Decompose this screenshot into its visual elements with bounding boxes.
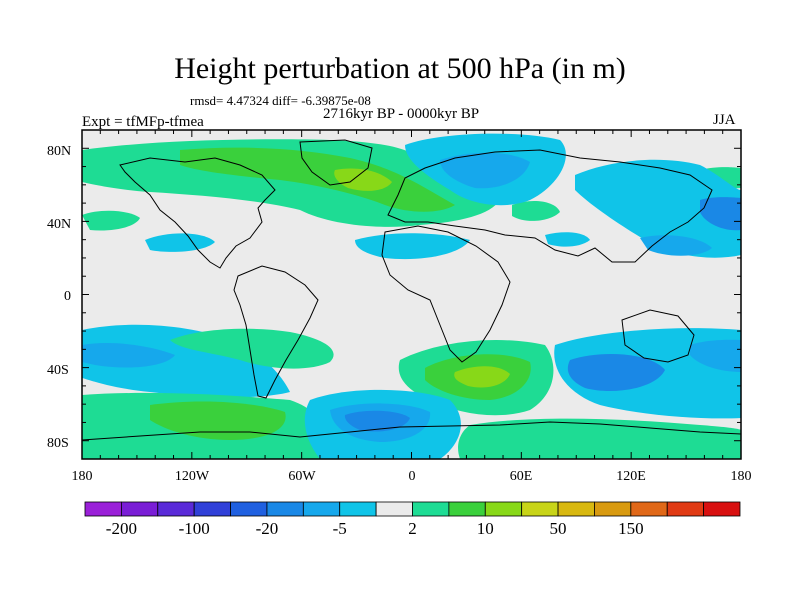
colorbar-labels: -200 -100 -20 -5 2 10 50 150 (106, 519, 644, 538)
longitude-label: 180 (72, 469, 93, 484)
colorbar-label: -5 (333, 519, 347, 538)
field-region (640, 235, 712, 256)
colorbar-swatch (302, 501, 341, 517)
field-region (180, 147, 455, 212)
height-perturbation-field (82, 130, 741, 459)
field-region (690, 339, 741, 372)
coastline-eurasia (387, 149, 713, 263)
season-label: JJA (713, 112, 736, 128)
field-region (512, 200, 560, 221)
colorbar-label: -200 (106, 519, 137, 538)
coastline-greenland (299, 139, 373, 186)
field-region (145, 233, 215, 252)
field-region (82, 210, 140, 231)
field-region (82, 324, 290, 398)
colorbar-label: 2 (408, 519, 417, 538)
colorbar-label: 150 (618, 519, 644, 538)
coastline-south-america (233, 265, 319, 399)
latitude-label: 0 (64, 289, 71, 304)
colorbar-swatch (412, 501, 450, 517)
field-region (700, 197, 741, 231)
field-region (344, 410, 410, 432)
colorbar-swatch (521, 501, 559, 517)
period-label: 2716kyr BP - 0000kyr BP (323, 106, 480, 122)
colorbar-swatch (339, 501, 377, 517)
field-region (170, 328, 334, 369)
colorbar-swatch (557, 501, 595, 517)
colorbar-swatch (230, 501, 268, 517)
field-region (82, 343, 175, 368)
plot-title: Height perturbation at 500 hPa (in m) (174, 52, 626, 85)
colorbar-swatch (157, 501, 195, 517)
colorbar-swatch (266, 501, 304, 517)
colorbar-label: 10 (477, 519, 494, 538)
colorbar (84, 501, 741, 517)
latitude-label: 80N (47, 144, 71, 159)
longitude-label: 120E (616, 469, 646, 484)
longitude-label: 60E (510, 469, 533, 484)
colorbar-swatch (120, 501, 159, 517)
longitude-label: 180 (731, 469, 752, 484)
field-region (567, 354, 665, 391)
latitude-label: 40N (47, 217, 71, 232)
field-region (334, 168, 392, 191)
statistics-line: rmsd= 4.47324 diff= -6.39875e-08 (190, 93, 371, 108)
colorbar-swatch (84, 501, 122, 517)
colorbar-swatch (594, 501, 632, 517)
coastlines (82, 139, 741, 441)
field-region (150, 401, 286, 440)
colorbar-label: -100 (179, 519, 210, 538)
colorbar-label: 50 (550, 519, 567, 538)
colorbar-swatch (193, 501, 231, 517)
colorbar-swatch (375, 501, 413, 517)
coastline-antarctica (82, 421, 741, 441)
field-region (545, 232, 590, 247)
colorbar-swatch (630, 501, 668, 517)
colorbar-swatch (448, 501, 486, 517)
colorbar-swatch (666, 501, 705, 517)
latitude-label: 80S (47, 436, 69, 451)
coastline-australia (621, 309, 695, 363)
field-region (575, 159, 741, 258)
coastline-north-america (119, 157, 276, 269)
latitude-label: 40S (47, 363, 69, 378)
field-region (440, 152, 530, 189)
longitude-label: 60W (288, 469, 316, 484)
field-region (458, 418, 741, 459)
colorbar-swatch (703, 501, 741, 517)
axis-tick-marks (81, 129, 742, 460)
colorbar-label: -20 (256, 519, 279, 538)
experiment-label: Expt = tfMFp-tfmea (82, 114, 204, 130)
longitude-label: 0 (409, 469, 416, 484)
field-region (454, 366, 510, 388)
colorbar-swatch (484, 501, 523, 517)
longitude-label: 120W (175, 469, 210, 484)
coastline-africa (381, 225, 511, 363)
